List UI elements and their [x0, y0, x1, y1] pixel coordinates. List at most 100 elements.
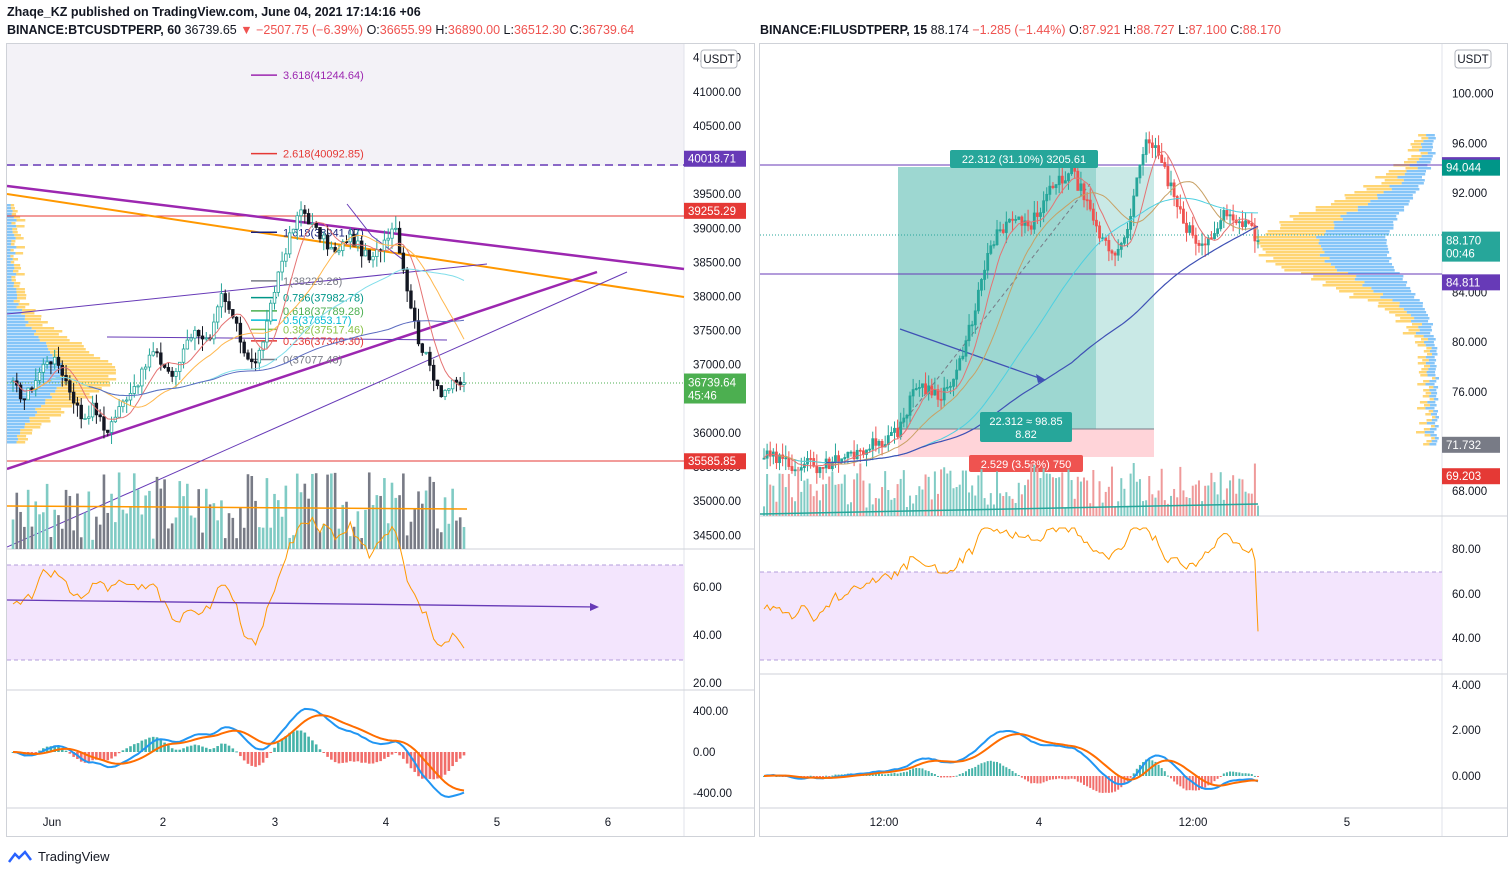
volume-bar — [806, 478, 809, 516]
price-tick: 35000.00 — [693, 496, 741, 508]
price-axis[interactable]: 100.00096.00092.00088.00084.00080.00076.… — [1452, 89, 1494, 498]
macd-bar — [1163, 771, 1166, 776]
candle — [276, 271, 280, 297]
volume-bar — [394, 497, 398, 549]
macd-bar — [943, 776, 946, 778]
price-level-tag[interactable]: 71.732 — [1442, 436, 1500, 453]
macd-bar — [208, 749, 212, 752]
macd-bar — [1083, 776, 1086, 785]
time-tick: 12:00 — [1179, 817, 1208, 829]
candle — [299, 201, 303, 227]
purple-descending-trendline[interactable] — [7, 184, 685, 271]
macd-bar — [964, 771, 967, 776]
volume-bar — [140, 514, 144, 549]
price-level-tag[interactable]: 35585.85 — [684, 453, 746, 470]
currency-badge[interactable] — [1454, 49, 1492, 69]
macd-bar — [1011, 771, 1014, 776]
price-level-tag[interactable]: 84.811 — [1442, 274, 1500, 291]
macd-bar — [1176, 776, 1179, 785]
candle — [1091, 203, 1095, 226]
candle — [917, 379, 921, 397]
volume-bar — [775, 501, 778, 516]
volume-bar — [815, 490, 818, 516]
price-level-tag[interactable]: 69.203 — [1442, 468, 1500, 485]
price-level-tag[interactable]: 39255.29 — [684, 202, 746, 219]
candle — [284, 248, 288, 268]
volume-bar — [1045, 473, 1048, 516]
fibonacci-levels[interactable]: 3.618(41244.64)2.618(40092.85)1.618(3894… — [251, 70, 364, 366]
right-chart-svg[interactable]: 22.312 (31.10%) 3205.61 22.312 ≈ 98.85 8… — [760, 44, 1507, 836]
position-profit-zone[interactable] — [898, 167, 1096, 429]
macd-bar — [98, 752, 102, 760]
purple-ascending-trendline[interactable] — [7, 270, 598, 471]
macd-bar — [1185, 776, 1188, 791]
fib-level-0-786[interactable]: 0.786(37982.78) — [251, 293, 364, 305]
footer[interactable]: TradingView — [8, 849, 110, 864]
currency-badge[interactable] — [700, 49, 738, 69]
macd-bar — [223, 743, 227, 752]
volume-bar — [261, 527, 265, 549]
macd-bar — [409, 752, 413, 769]
macd-bar — [896, 773, 899, 776]
candle — [815, 454, 819, 484]
macd-bar — [999, 763, 1002, 776]
volume-bar — [1232, 475, 1235, 516]
volume-bar — [1058, 477, 1061, 516]
candle — [998, 221, 1002, 233]
candle — [1144, 132, 1148, 163]
price-level-tag[interactable]: 40018.71 — [684, 150, 746, 167]
tradingview-logo-icon — [8, 849, 32, 863]
axis-tick: 400.00 — [693, 706, 728, 718]
volume-bar — [899, 478, 902, 516]
time-axis[interactable]: Jun 2 3 4 5 6 — [43, 817, 611, 829]
fib-level-2-618[interactable]: 2.618(40092.85) — [251, 149, 364, 161]
left-chart-svg[interactable]: 3.618(41244.64)2.618(40092.85)1.618(3894… — [7, 44, 754, 836]
right-symbol[interactable]: BINANCE:FILUSDTPERP, 15 — [760, 23, 928, 37]
price-level-tag[interactable]: 94.044 — [1442, 159, 1500, 176]
macd-bar — [421, 752, 424, 779]
macd-bar — [333, 752, 337, 763]
volume-bar — [1132, 463, 1135, 516]
target-label: 22.312 (31.10%) 3205.61 — [962, 154, 1086, 166]
rsi-trendline[interactable] — [7, 599, 598, 608]
rsi-band — [760, 572, 1442, 660]
macd-bar — [72, 752, 75, 757]
right-chart-panel[interactable]: 22.312 (31.10%) 3205.61 22.312 ≈ 98.85 8… — [759, 43, 1508, 837]
volume-bar — [1135, 481, 1138, 516]
volume-bar — [1036, 467, 1039, 516]
volume-bar — [871, 504, 874, 516]
arrow-line[interactable] — [899, 328, 1043, 380]
fib-level-1[interactable]: 1(38229.26) — [251, 276, 342, 288]
time-axis[interactable]: 12:00 4 12:00 5 — [870, 817, 1351, 829]
volume-bar — [148, 490, 151, 549]
fib-level-0-5[interactable]: 0.5(37653.17) — [251, 315, 352, 327]
macd-bar — [129, 746, 132, 752]
macd-bar — [818, 776, 821, 777]
candle — [200, 326, 205, 351]
macd-bar — [182, 748, 185, 752]
macd-bar — [933, 774, 936, 776]
left-chart-panel[interactable]: 3.618(41244.64)2.618(40092.85)1.618(3894… — [6, 43, 755, 837]
axis-tick: 4.000 — [1452, 680, 1481, 692]
left-symbol[interactable]: BINANCE:BTCUSDTPERP, 60 — [7, 23, 182, 37]
macd-axis: 4.000 2.000 0.000 — [1452, 680, 1481, 783]
fib-level-3-618[interactable]: 3.618(41244.64) — [251, 70, 364, 82]
candle — [280, 251, 284, 281]
fib-level-0-618[interactable]: 0.618(37789.28) — [251, 306, 364, 318]
volume-ma — [760, 503, 1259, 515]
orange-descending-trendline[interactable] — [7, 193, 685, 298]
volume-bar — [763, 506, 765, 516]
macd-bar — [265, 752, 269, 758]
volume-bar — [170, 523, 174, 549]
volume-bar — [877, 498, 880, 516]
time-tick: 5 — [494, 817, 500, 829]
volume-bar — [1002, 495, 1005, 516]
macd-bar — [996, 761, 999, 776]
macd-bar — [1157, 764, 1160, 776]
fib-level-0[interactable]: 0(37077.48) — [251, 354, 342, 366]
volume-bar — [884, 471, 887, 516]
channel-mid-line[interactable] — [106, 336, 448, 341]
publisher-text: Zhaqe_KZ published on TradingView.com, J… — [7, 5, 421, 19]
